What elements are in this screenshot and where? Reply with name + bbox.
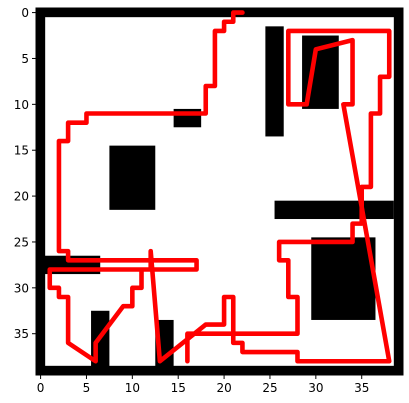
axes-frame xyxy=(35,7,404,376)
x-tick-label-10: 10 xyxy=(125,381,140,395)
y-tick-label-25: 25 xyxy=(14,235,29,249)
y-tick-label-15: 15 xyxy=(14,144,29,158)
maze-wall-block-2 xyxy=(311,237,376,320)
y-tick-label-5: 5 xyxy=(21,52,29,66)
x-tick-label-20: 20 xyxy=(216,381,231,395)
x-tick-label-0: 0 xyxy=(37,381,45,395)
x-tick-label-15: 15 xyxy=(171,381,186,395)
solution-path-0 xyxy=(47,10,392,364)
maze-wall-block-0 xyxy=(109,145,156,210)
axes: 0 5 10 15 20 25 30 35 0 5 10 15 20 25 30 35 xyxy=(14,6,404,395)
plot-area xyxy=(36,8,403,375)
x-tick-label-5: 5 xyxy=(83,381,91,395)
y-tick-label-35: 35 xyxy=(14,327,29,341)
maze-wall-block-8 xyxy=(274,200,394,220)
x-tick-label-30: 30 xyxy=(308,381,323,395)
x-tick-label-25: 25 xyxy=(262,381,277,395)
maze-wall-block-7 xyxy=(265,26,284,137)
y-tick-label-0: 0 xyxy=(21,6,29,20)
y-tick-label-30: 30 xyxy=(14,281,29,295)
y-tick-label-20: 20 xyxy=(14,190,29,204)
x-tick-label-35: 35 xyxy=(354,381,369,395)
y-tick-label-10: 10 xyxy=(14,98,29,112)
